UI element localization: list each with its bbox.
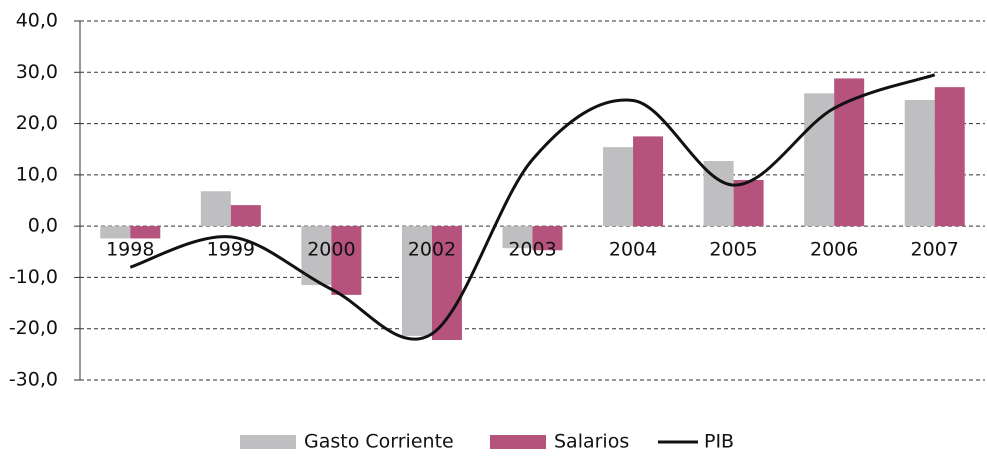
x-tick-label: 1999 <box>207 239 255 261</box>
y-tick-label: -20,0 <box>9 317 58 339</box>
y-tick-label: -10,0 <box>9 266 58 288</box>
y-tick-label: 20,0 <box>16 112 58 134</box>
x-tick-label: 2003 <box>508 239 556 261</box>
bar <box>834 78 865 227</box>
x-tick-label: 2007 <box>911 239 959 261</box>
y-tick-label: 0,0 <box>28 215 58 237</box>
x-tick-label: 2000 <box>307 239 355 261</box>
bar <box>130 226 161 239</box>
bar <box>733 179 764 227</box>
bar <box>934 87 965 227</box>
bar <box>804 93 835 227</box>
x-tick-label: 2004 <box>609 239 657 261</box>
y-tick-label: 30,0 <box>16 61 58 83</box>
bar <box>904 99 935 227</box>
x-tick-label: 2002 <box>408 239 456 261</box>
legend-swatch <box>490 435 546 449</box>
legend-swatch <box>240 435 296 449</box>
x-tick-label: 2005 <box>709 239 757 261</box>
bar <box>331 226 362 295</box>
bar <box>200 191 231 227</box>
bar <box>431 226 462 340</box>
y-tick-label: 40,0 <box>16 10 58 32</box>
bar <box>532 226 563 251</box>
y-tick-label: -30,0 <box>9 369 58 391</box>
bar <box>100 226 131 239</box>
bar <box>230 205 261 227</box>
x-tick-label: 1998 <box>106 239 154 261</box>
legend-label: PIB <box>704 431 734 453</box>
bar <box>633 136 664 227</box>
line <box>129 73 936 341</box>
x-tick-label: 2006 <box>810 239 858 261</box>
bar <box>401 226 432 336</box>
legend-label: Salarios <box>554 431 629 453</box>
y-tick-label: 10,0 <box>16 163 58 185</box>
legend-label: Gasto Corriente <box>304 431 454 453</box>
bar <box>502 226 533 249</box>
bar <box>603 147 634 227</box>
